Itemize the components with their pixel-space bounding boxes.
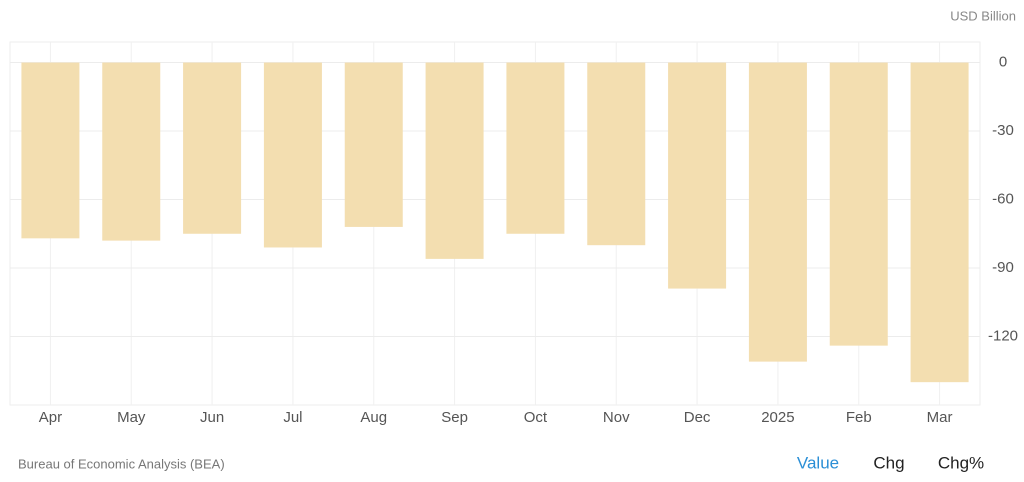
x-tick-label: Jun bbox=[200, 409, 224, 426]
bar bbox=[425, 62, 484, 259]
x-tick-label: Dec bbox=[684, 409, 711, 426]
tab-button[interactable]: Chg% bbox=[938, 453, 984, 472]
plot-border bbox=[9, 41, 981, 406]
bar bbox=[263, 62, 322, 248]
bar bbox=[183, 62, 242, 234]
bar bbox=[21, 62, 80, 239]
x-tick-label: Nov bbox=[603, 409, 630, 426]
bar bbox=[344, 62, 403, 227]
x-tick-label: 2025 bbox=[761, 409, 794, 426]
x-tick-label: Mar bbox=[927, 409, 953, 426]
x-tick-label: Jul bbox=[283, 409, 302, 426]
tab-button[interactable]: Value bbox=[797, 453, 839, 472]
source: Bureau of Economic Analysis (BEA) bbox=[18, 456, 225, 471]
y-tick-label: -90 bbox=[992, 259, 1014, 276]
bar bbox=[668, 62, 727, 289]
bar bbox=[587, 62, 646, 246]
x-tick-label: Apr bbox=[39, 409, 62, 426]
y-tick-label: -60 bbox=[992, 190, 1014, 207]
bar bbox=[102, 62, 161, 241]
unit-label: USD Billion bbox=[950, 8, 1016, 23]
y-tick-label: -30 bbox=[992, 122, 1014, 139]
tab-button[interactable]: Chg bbox=[873, 453, 904, 472]
x-tick-label: Oct bbox=[524, 409, 548, 426]
bar bbox=[748, 62, 807, 362]
y-tick-label: -120 bbox=[988, 327, 1018, 344]
y-tick-label: 0 bbox=[999, 54, 1007, 71]
bar bbox=[910, 62, 969, 383]
x-tick-label: Aug bbox=[360, 409, 387, 426]
x-tick-label: May bbox=[117, 409, 146, 426]
x-tick-label: Feb bbox=[846, 409, 872, 426]
bar bbox=[829, 62, 888, 346]
x-tick-label: Sep bbox=[441, 409, 468, 426]
bar bbox=[506, 62, 565, 234]
